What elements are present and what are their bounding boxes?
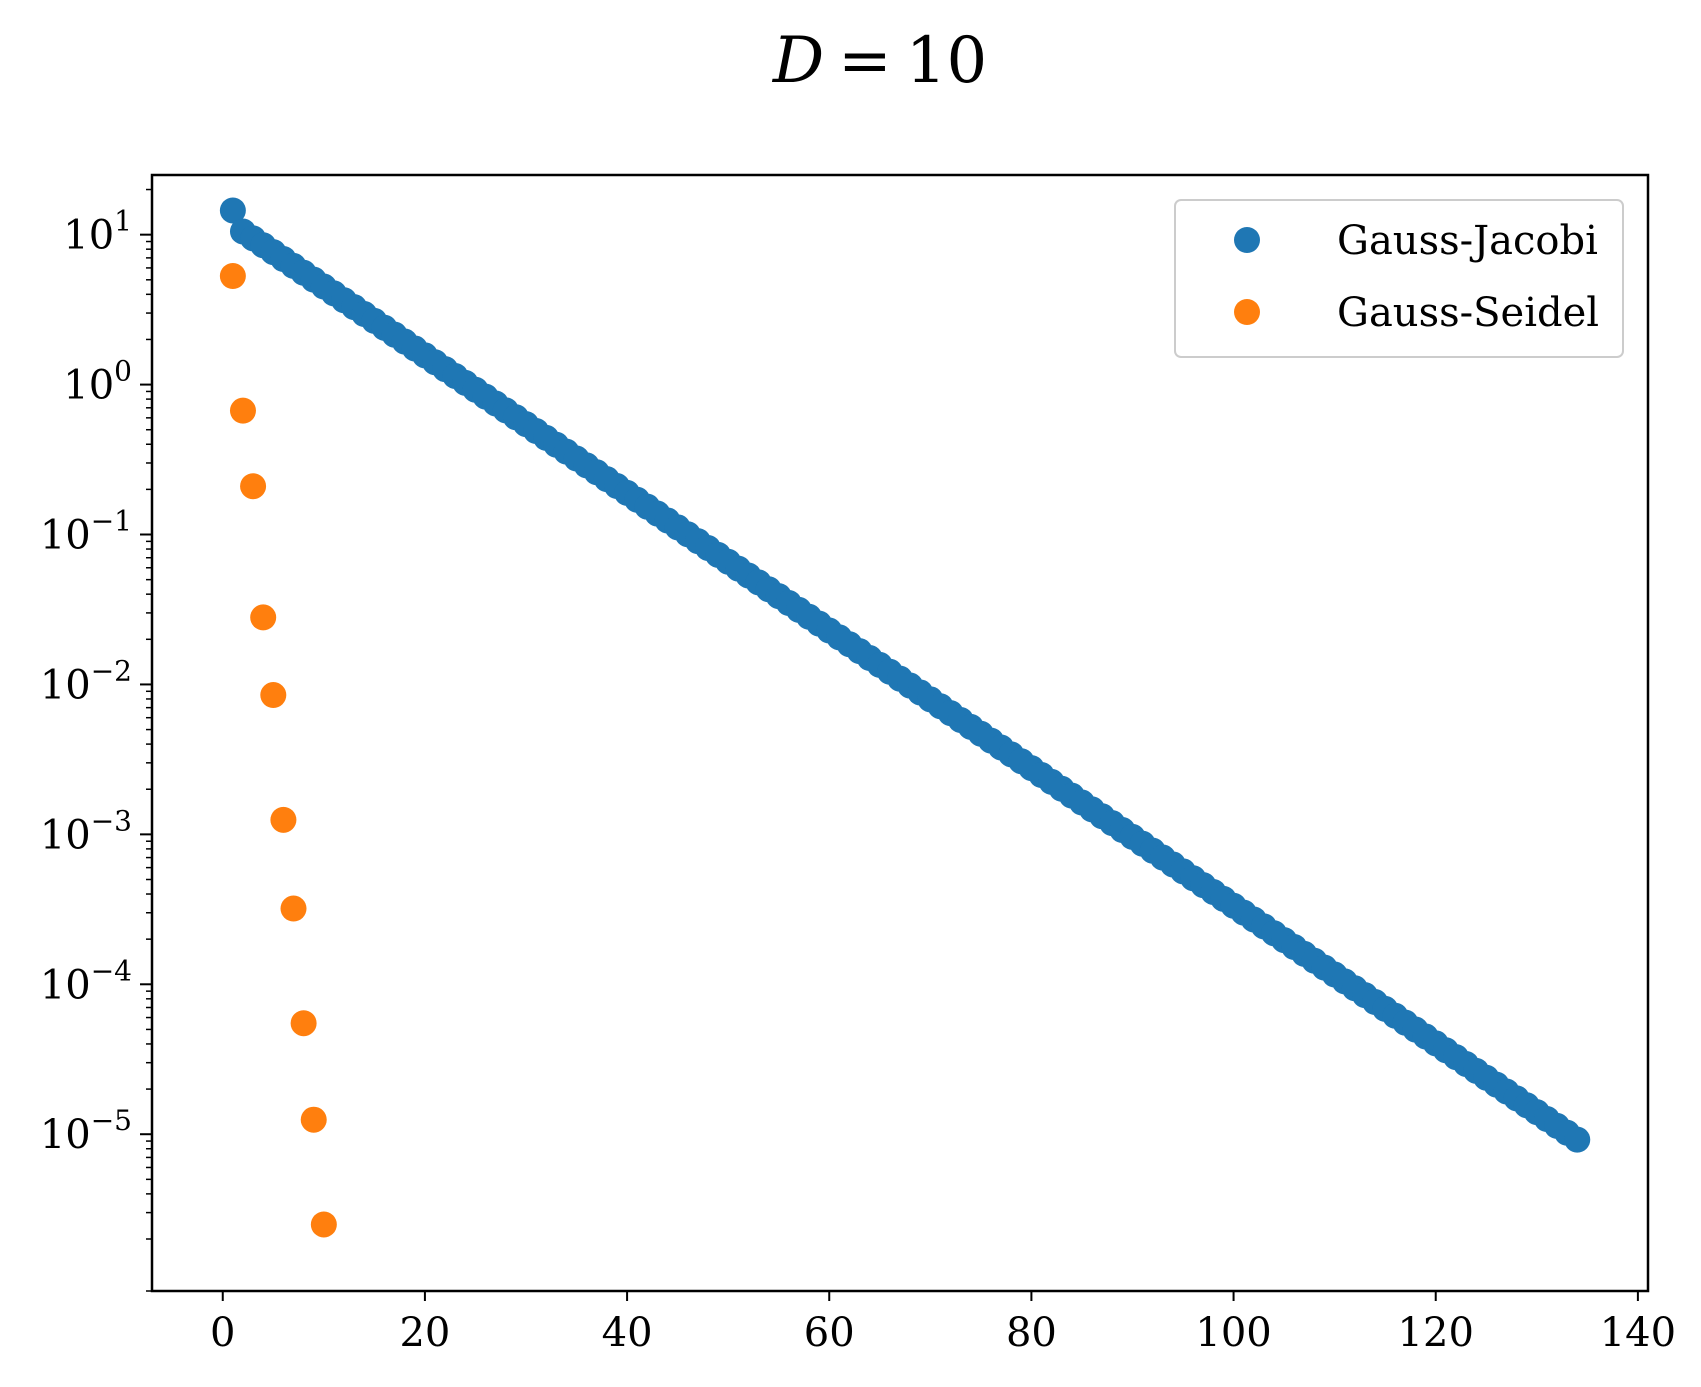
x-tick-label-40: 40 xyxy=(602,1310,653,1356)
legend-label-gauss-jacobi: Gauss-Jacobi xyxy=(1337,218,1598,264)
point-gauss-seidel-8 xyxy=(300,1106,327,1133)
chart-title-value: 10 xyxy=(906,24,987,98)
y-tick-exp-2: −1 xyxy=(91,505,132,538)
y-tick-base-3: 10 xyxy=(40,662,91,708)
y-tick-exp-1: 0 xyxy=(114,355,132,388)
x-tick-label-0: 0 xyxy=(210,1310,235,1356)
y-tick-label-5: 10−4 xyxy=(40,954,132,1008)
point-gauss-seidel-7 xyxy=(290,1010,317,1037)
y-tick-label-2: 10−1 xyxy=(40,505,132,559)
point-gauss-seidel-3 xyxy=(250,604,277,631)
y-tick-base-4: 10 xyxy=(40,812,91,858)
y-tick-label-0: 101 xyxy=(63,205,132,259)
y-tick-label-6: 10−5 xyxy=(40,1104,132,1158)
legend-box xyxy=(1174,199,1624,358)
y-tick-exp-3: −2 xyxy=(91,654,132,687)
y-tick-label-4: 10−3 xyxy=(40,804,132,858)
point-gauss-seidel-2 xyxy=(240,473,267,500)
point-gauss-seidel-5 xyxy=(270,806,297,833)
plot-points xyxy=(219,197,1591,1238)
point-gauss-jacobi-133 xyxy=(1564,1126,1591,1153)
plot-frame xyxy=(150,173,1650,1293)
point-gauss-jacobi-0 xyxy=(219,197,246,224)
y-tick-exp-5: −4 xyxy=(91,954,132,987)
point-gauss-seidel-6 xyxy=(280,895,307,922)
x-tick-label-140: 140 xyxy=(1600,1310,1676,1356)
y-tick-base-6: 10 xyxy=(40,1112,91,1158)
y-tick-label-1: 100 xyxy=(63,355,132,409)
legend-label-gauss-seidel: Gauss-Seidel xyxy=(1337,290,1599,336)
y-tick-exp-0: 1 xyxy=(114,205,132,238)
chart-title: D = 10 xyxy=(772,24,987,98)
y-tick-label-3: 10−2 xyxy=(40,654,132,708)
point-gauss-seidel-0 xyxy=(219,263,246,289)
y-tick-exp-6: −5 xyxy=(91,1104,132,1137)
chart-title-op: = xyxy=(838,24,892,98)
legend-marker-gauss-jacobi xyxy=(1234,227,1260,253)
x-tick-label-60: 60 xyxy=(804,1310,855,1356)
x-tick-label-100: 100 xyxy=(1195,1310,1271,1356)
x-axis: 0 20 40 60 80 100 120 140 xyxy=(210,1291,1676,1356)
y-tick-base-0: 10 xyxy=(63,213,114,259)
y-tick-base-2: 10 xyxy=(40,513,91,559)
x-tick-label-80: 80 xyxy=(1006,1310,1057,1356)
point-gauss-seidel-1 xyxy=(229,397,256,424)
point-gauss-seidel-4 xyxy=(260,682,287,709)
x-tick-label-20: 20 xyxy=(399,1310,450,1356)
x-tick-label-120: 120 xyxy=(1398,1310,1474,1356)
y-tick-base-1: 10 xyxy=(63,363,114,409)
point-gauss-seidel-9 xyxy=(310,1211,337,1238)
legend: Gauss-Jacobi Gauss-Seidel xyxy=(1174,199,1624,358)
y-tick-exp-4: −3 xyxy=(91,804,132,837)
y-tick-base-5: 10 xyxy=(40,962,91,1008)
chart-title-var: D xyxy=(772,24,824,98)
legend-marker-gauss-seidel xyxy=(1234,299,1260,325)
